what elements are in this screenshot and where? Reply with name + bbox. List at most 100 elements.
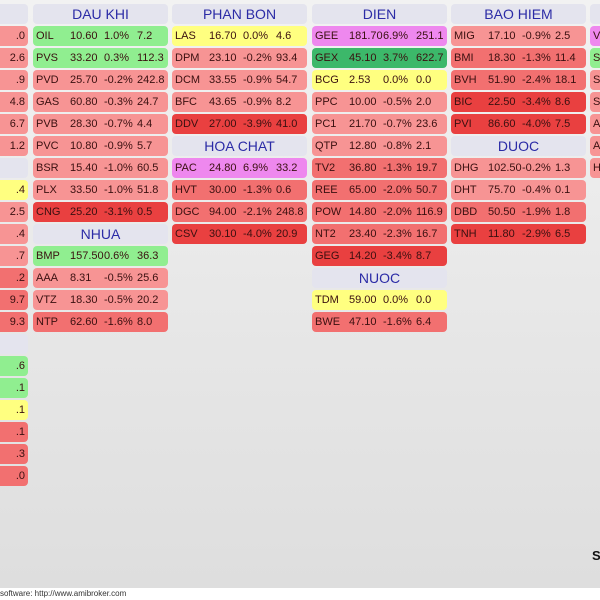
- stock-tile[interactable]: .4: [0, 180, 28, 200]
- sector-header[interactable]: PHAN BON: [172, 4, 307, 24]
- stock-tile[interactable]: 2.5: [0, 202, 28, 222]
- stock-tile[interactable]: HVT 30.00 -1.3% 0.6: [172, 180, 307, 200]
- stock-tile[interactable]: .1: [0, 400, 28, 420]
- sector-header[interactable]: BAO HIEM: [451, 4, 586, 24]
- stock-tile[interactable]: TNH 11.80 -2.9% 6.5: [451, 224, 586, 244]
- stock-tile[interactable]: 9.3: [0, 312, 28, 332]
- stock-tile[interactable]: REE 65.00 -2.0% 50.7: [312, 180, 447, 200]
- stock-tile[interactable]: TV2 36.80 -1.3% 19.7: [312, 158, 447, 178]
- stock-tile[interactable]: 2.6: [0, 48, 28, 68]
- stock-tile[interactable]: DPM 23.10 -0.2% 93.4: [172, 48, 307, 68]
- stock-symbol: DHT: [454, 184, 477, 196]
- stock-tile[interactable]: .1: [0, 378, 28, 398]
- stock-tile[interactable]: CNG 25.20 -3.1% 0.5: [33, 202, 168, 222]
- stock-volume: 0.1: [555, 184, 571, 196]
- stock-tile[interactable]: S: [590, 70, 600, 90]
- stock-price: 18.30: [488, 52, 516, 64]
- stock-tile[interactable]: NT2 23.40 -2.3% 16.7: [312, 224, 447, 244]
- stock-symbol: S: [593, 96, 600, 108]
- stock-tile[interactable]: PAC 24.80 6.9% 33.2: [172, 158, 307, 178]
- stock-price: 33.50: [70, 184, 98, 196]
- stock-tile[interactable]: .3: [0, 444, 28, 464]
- stock-tile[interactable]: BCG 2.53 0.0% 0.0: [312, 70, 447, 90]
- stock-price: 15.40: [70, 162, 98, 174]
- stock-tile[interactable]: GEG 14.20 -3.4% 8.7: [312, 246, 447, 266]
- stock-tile[interactable]: PVC 10.80 -0.9% 5.7: [33, 136, 168, 156]
- stock-tile[interactable]: .7: [0, 246, 28, 266]
- stock-tile[interactable]: .2: [0, 268, 28, 288]
- stock-tile[interactable]: 1.2: [0, 136, 28, 156]
- stock-symbol: A: [593, 140, 600, 152]
- stock-tile[interactable]: OIL 10.60 1.0% 7.2: [33, 26, 168, 46]
- stock-symbol: POW: [315, 206, 342, 218]
- stock-tile[interactable]: S.: [590, 48, 600, 68]
- stock-tile[interactable]: DGC 94.00 -2.1% 248.8: [172, 202, 307, 222]
- stock-tile[interactable]: DBD 50.50 -1.9% 1.8: [451, 202, 586, 222]
- stock-tile[interactable]: CSV 30.10 -4.0% 20.9: [172, 224, 307, 244]
- stock-tile[interactable]: GAS 60.80 -0.3% 24.7: [33, 92, 168, 112]
- stock-tile[interactable]: AAA 8.31 -0.5% 25.6: [33, 268, 168, 288]
- stock-tile[interactable]: PLX 33.50 -1.0% 51.8: [33, 180, 168, 200]
- stock-price: 18.30: [70, 294, 98, 306]
- stock-volume: 8.2: [276, 96, 292, 108]
- stock-tile[interactable]: BIC 22.50 -3.4% 8.6: [451, 92, 586, 112]
- stock-tile[interactable]: 6.7: [0, 114, 28, 134]
- stock-tile[interactable]: BVH 51.90 -2.4% 18.1: [451, 70, 586, 90]
- sector-header[interactable]: [0, 4, 28, 24]
- sector-header[interactable]: DIEN: [312, 4, 447, 24]
- stock-tile[interactable]: .4: [0, 224, 28, 244]
- stock-tile[interactable]: .6: [0, 356, 28, 376]
- stock-tile[interactable]: V.: [590, 26, 600, 46]
- stock-tile[interactable]: LAS 16.70 0.0% 4.6: [172, 26, 307, 46]
- stock-price: 25.20: [70, 206, 98, 218]
- sector-header[interactable]: DAU KHI: [33, 4, 168, 24]
- stock-volume: 112.3: [137, 52, 164, 64]
- stock-tile[interactable]: NTP 62.60 -1.6% 8.0: [33, 312, 168, 332]
- stock-tile[interactable]: TDM 59.00 0.0% 0.0: [312, 290, 447, 310]
- stock-tile[interactable]: POW 14.80 -2.0% 116.9: [312, 202, 447, 222]
- stock-tile[interactable]: PVS 33.20 0.3% 112.3: [33, 48, 168, 68]
- stock-tile[interactable]: VTZ 18.30 -0.5% 20.2: [33, 290, 168, 310]
- stock-volume: 8.0: [137, 316, 153, 328]
- stock-volume: 4.4: [137, 118, 153, 130]
- stock-tile[interactable]: BMP 157.50 0.6% 36.3: [33, 246, 168, 266]
- stock-tile[interactable]: DDV 27.00 -3.9% 41.0: [172, 114, 307, 134]
- sector-header[interactable]: DUOC: [451, 136, 586, 156]
- stock-tile[interactable]: .1: [0, 422, 28, 442]
- sector-header[interactable]: [0, 158, 28, 178]
- stock-tile[interactable]: DCM 33.55 -0.9% 54.7: [172, 70, 307, 90]
- sector-header[interactable]: NUOC: [312, 268, 447, 288]
- stock-tile[interactable]: PPC 10.00 -0.5% 2.0: [312, 92, 447, 112]
- stock-tile[interactable]: QTP 12.80 -0.8% 2.1: [312, 136, 447, 156]
- stock-tile[interactable]: A: [590, 114, 600, 134]
- sector-header[interactable]: [0, 334, 28, 354]
- stock-tile[interactable]: 4.8: [0, 92, 28, 112]
- stock-tile[interactable]: .9: [0, 70, 28, 90]
- stock-tile[interactable]: BSR 15.40 -1.0% 60.5: [33, 158, 168, 178]
- stock-tile[interactable]: .0: [0, 466, 28, 486]
- stock-tile[interactable]: .0: [0, 26, 28, 46]
- stock-tile[interactable]: PVD 25.70 -0.2% 242.8: [33, 70, 168, 90]
- sector-header[interactable]: [590, 4, 600, 24]
- stock-tile[interactable]: BFC 43.65 -0.9% 8.2: [172, 92, 307, 112]
- stock-volume: 2.5: [9, 206, 25, 218]
- stock-volume: 9.3: [9, 316, 25, 328]
- stock-symbol: BVH: [454, 74, 477, 86]
- stock-tile[interactable]: MIG 17.10 -0.9% 2.5: [451, 26, 586, 46]
- stock-tile[interactable]: GEX 45.10 3.7% 622.7: [312, 48, 447, 68]
- stock-tile[interactable]: PVB 28.30 -0.7% 4.4: [33, 114, 168, 134]
- stock-tile[interactable]: DHT 75.70 -0.4% 0.1: [451, 180, 586, 200]
- stock-tile[interactable]: GEE 181.70 6.9% 251.1: [312, 26, 447, 46]
- stock-tile[interactable]: A: [590, 136, 600, 156]
- sector-header[interactable]: HOA CHAT: [172, 136, 307, 156]
- sector-header[interactable]: NHUA: [33, 224, 168, 244]
- stock-tile[interactable]: 9.7: [0, 290, 28, 310]
- stock-tile[interactable]: H: [590, 158, 600, 178]
- stock-tile[interactable]: PC1 21.70 -0.7% 23.6: [312, 114, 447, 134]
- stock-tile[interactable]: PVI 86.60 -4.0% 7.5: [451, 114, 586, 134]
- stock-tile[interactable]: S: [590, 92, 600, 112]
- stock-tile[interactable]: BMI 18.30 -1.3% 11.4: [451, 48, 586, 68]
- stock-tile[interactable]: BWE 47.10 -1.6% 6.4: [312, 312, 447, 332]
- stock-tile[interactable]: DHG 102.50 -0.2% 1.3: [451, 158, 586, 178]
